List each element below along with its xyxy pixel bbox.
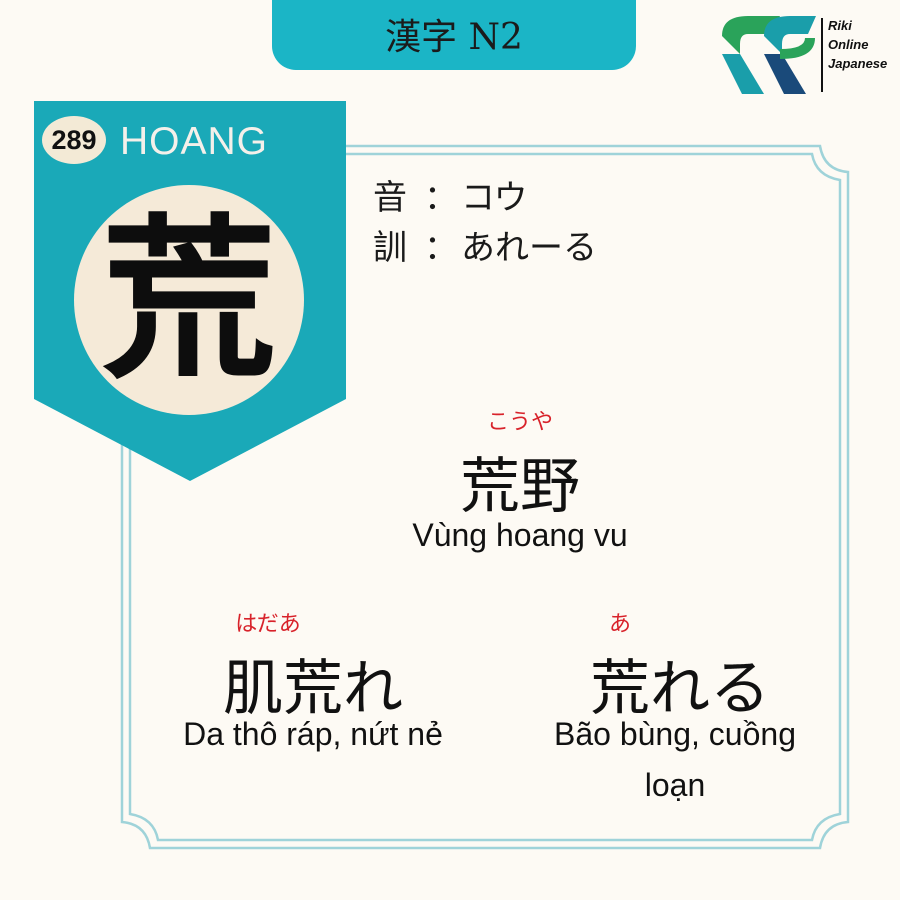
vocab-3-meaning-line-2: loạn bbox=[644, 767, 706, 803]
vocab-2-furigana: はだあ bbox=[235, 612, 301, 637]
on-reading-label: 音 bbox=[373, 178, 407, 218]
riki-logo-icon bbox=[722, 16, 823, 94]
logo-wordmark: Riki Online Japanese bbox=[828, 16, 887, 73]
vocab-3-word: 荒れる bbox=[590, 654, 770, 724]
vocab-1-word: 荒野 bbox=[460, 452, 580, 522]
han-viet-reading: HOANG bbox=[120, 120, 269, 163]
on-reading-colon: ： bbox=[424, 178, 458, 218]
logo-line-2: Online bbox=[828, 37, 869, 52]
vocab-2-meaning: Da thô ráp, nứt nẻ bbox=[183, 716, 443, 752]
level-title: 漢字 N2 bbox=[385, 17, 523, 58]
on-reading-value: コウ bbox=[461, 178, 528, 218]
kun-reading-label: 訓 bbox=[373, 228, 407, 268]
main-kanji: 荒 bbox=[101, 197, 277, 403]
kun-reading-colon: ： bbox=[424, 228, 458, 268]
kanji-circle bbox=[74, 185, 304, 415]
vocab-3-furigana: あ bbox=[608, 612, 631, 637]
vocab-3-meaning: Bão bùng, cuồng loạn bbox=[520, 716, 830, 804]
kun-reading-value: あれーる bbox=[461, 228, 597, 268]
kun-reading: 訓 ：あれーる bbox=[373, 220, 597, 269]
logo-line-1: Riki bbox=[828, 18, 852, 33]
kanji-number: 289 bbox=[51, 124, 97, 155]
vocab-3-meaning-line-1: Bão bùng, cuồng bbox=[554, 716, 796, 752]
kanji-number-badge: 289 bbox=[42, 116, 106, 164]
vocab-1-meaning: Vùng hoang vu bbox=[412, 517, 628, 553]
vocab-1-furigana: こうや bbox=[486, 410, 553, 435]
vocab-2-word: 肌荒れ bbox=[223, 654, 403, 724]
logo-line-3: Japanese bbox=[828, 56, 888, 71]
on-reading: 音 ：コウ bbox=[373, 170, 528, 219]
level-tab: 漢字 N2 bbox=[272, 0, 636, 70]
